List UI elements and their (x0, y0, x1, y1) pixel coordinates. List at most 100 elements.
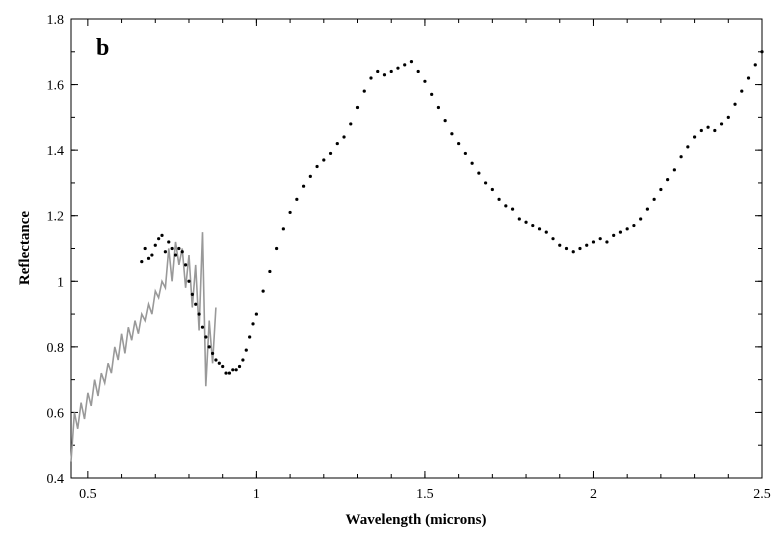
data-point (143, 246, 147, 251)
data-point (237, 364, 242, 369)
data-point (248, 335, 252, 339)
data-point (227, 371, 232, 375)
data-point (490, 187, 494, 192)
data-point (204, 335, 208, 339)
data-point (713, 128, 717, 133)
data-point (659, 187, 663, 192)
data-point (632, 223, 636, 228)
panel-label: b (96, 35, 109, 61)
data-point (241, 358, 245, 362)
data-point (639, 217, 643, 221)
y-tick-label: 1.2 (47, 210, 65, 225)
data-point (268, 269, 272, 274)
data-point (719, 122, 724, 126)
data-point (173, 253, 178, 257)
data-point (328, 151, 333, 156)
y-tick-label: 0.6 (47, 406, 65, 421)
data-point (544, 230, 548, 234)
data-point (726, 115, 730, 119)
data-point (251, 322, 255, 326)
data-point (403, 63, 407, 67)
x-axis-title: Wavelength (microns) (346, 512, 487, 528)
data-point (652, 197, 656, 201)
y-tick-label: 1.6 (47, 79, 65, 94)
data-point (157, 237, 161, 241)
data-point (740, 89, 744, 93)
data-point (564, 246, 569, 251)
data-point (531, 223, 535, 228)
data-point (261, 289, 265, 293)
data-point (194, 302, 198, 306)
data-point (558, 243, 562, 247)
data-point (510, 207, 515, 211)
y-axis-title: Reflectance (17, 211, 33, 285)
data-point (605, 240, 609, 244)
data-point (184, 263, 188, 267)
data-point (382, 73, 387, 77)
data-point (190, 292, 194, 296)
data-point (746, 76, 751, 80)
data-point (210, 351, 215, 356)
data-point (376, 69, 380, 74)
data-point (578, 246, 582, 251)
data-point (295, 197, 299, 201)
data-point (167, 240, 171, 244)
x-tick-label: 2 (590, 487, 597, 502)
data-point (666, 178, 670, 182)
data-point (197, 312, 201, 316)
data-point (308, 174, 312, 178)
data-point (140, 260, 144, 264)
y-tick-label: 0.8 (47, 341, 65, 356)
data-point (497, 197, 501, 201)
data-point (234, 368, 238, 372)
data-point (625, 227, 629, 231)
data-point (436, 105, 441, 110)
data-point (760, 50, 764, 54)
data-point (275, 246, 279, 251)
data-point (672, 168, 676, 172)
x-tick-label: 2.5 (753, 487, 771, 502)
data-point (369, 76, 373, 80)
data-point (224, 371, 228, 375)
data-point (551, 237, 555, 241)
data-point (504, 204, 508, 208)
data-point (706, 125, 710, 129)
data-point (163, 250, 167, 254)
data-point (477, 171, 481, 175)
data-point (753, 63, 757, 67)
data-point (591, 240, 596, 244)
data-point (177, 246, 181, 251)
data-point (315, 164, 319, 169)
data-point (180, 250, 184, 254)
data-point (463, 151, 467, 156)
data-point (396, 66, 400, 70)
data-point (571, 250, 575, 254)
spectrum-line (70, 232, 217, 462)
x-tick-label: 1.5 (416, 487, 434, 502)
data-point (598, 237, 602, 241)
data-point (214, 358, 218, 362)
data-point (221, 364, 225, 369)
data-point (160, 233, 164, 237)
data-point (244, 348, 248, 352)
y-tick-label: 1 (57, 275, 64, 290)
data-point (146, 256, 151, 260)
data-point (457, 141, 461, 146)
data-point (430, 92, 434, 97)
data-point (692, 135, 697, 139)
y-tick-label: 0.4 (47, 472, 65, 487)
x-tick-label: 0.5 (79, 487, 97, 502)
data-point (200, 325, 205, 329)
data-point (254, 312, 258, 316)
data-point (524, 220, 528, 224)
data-point (217, 361, 221, 365)
data-point (322, 158, 326, 162)
gray-spectrum-line (70, 232, 217, 462)
y-tick-label: 1.4 (47, 144, 65, 159)
data-point (207, 345, 211, 349)
data-point (409, 60, 414, 64)
black-spectrum-points (140, 50, 764, 375)
data-point (679, 155, 683, 159)
data-point (517, 217, 521, 221)
